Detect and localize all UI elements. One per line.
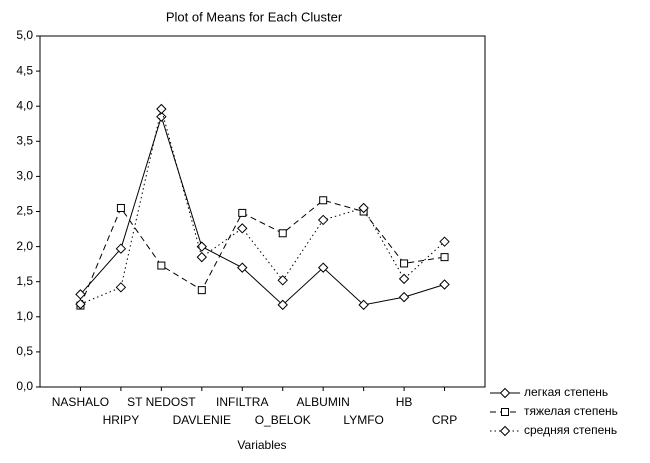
legend-label: тяжелая степень xyxy=(524,404,618,418)
marker xyxy=(440,253,449,262)
y-tick-label: 4,5 xyxy=(16,63,33,77)
marker xyxy=(115,243,127,254)
x-tick-label: DAVLENIE xyxy=(173,413,231,427)
marker xyxy=(238,208,247,217)
marker xyxy=(499,387,511,399)
x-tick-label: ALBUMIN xyxy=(297,395,350,409)
x-tick-label: ST NEDOST xyxy=(127,395,196,409)
marker xyxy=(501,408,509,416)
marker xyxy=(75,298,86,310)
chart-title: Plot of Means for Each Cluster xyxy=(166,9,343,24)
marker xyxy=(196,251,208,263)
legend-label: средняя степень xyxy=(524,423,617,437)
marker xyxy=(197,286,206,295)
marker xyxy=(439,236,450,247)
marker xyxy=(115,282,127,293)
x-tick-label: LYMFO xyxy=(343,413,383,427)
marker xyxy=(196,241,208,252)
y-tick-label: 4,0 xyxy=(16,98,33,112)
marker xyxy=(277,299,288,311)
y-tick-label: 2,0 xyxy=(16,239,33,253)
y-tick-label: 0,0 xyxy=(16,379,33,393)
marker xyxy=(278,229,287,238)
y-tick-label: 5,0 xyxy=(16,28,33,42)
x-axis-label: Variables xyxy=(237,438,286,452)
marker xyxy=(358,299,369,311)
marker xyxy=(237,223,248,234)
series-line xyxy=(80,115,445,306)
marker xyxy=(319,196,328,205)
series-line xyxy=(80,108,445,305)
legend-label: легкая степень xyxy=(524,385,608,399)
marker xyxy=(156,103,167,115)
marker xyxy=(75,289,86,300)
x-tick-label: HRIPY xyxy=(103,413,140,427)
marker xyxy=(116,203,125,212)
y-tick-label: 1,0 xyxy=(16,309,33,323)
y-tick-label: 1,5 xyxy=(16,274,33,288)
x-tick-label: CRP xyxy=(432,413,457,427)
marker xyxy=(439,279,450,290)
series-line xyxy=(79,199,445,306)
y-tick-label: 0,5 xyxy=(16,344,33,358)
marker xyxy=(400,259,409,268)
marker xyxy=(358,202,369,214)
marker xyxy=(237,262,248,273)
marker xyxy=(398,291,410,303)
marker xyxy=(499,425,511,437)
marker xyxy=(398,273,410,285)
y-tick-label: 3,0 xyxy=(16,169,33,183)
marker xyxy=(317,214,329,226)
y-tick-label: 2,5 xyxy=(16,204,33,218)
x-tick-label: O_BELOK xyxy=(255,413,311,427)
x-tick-label: INFILTRA xyxy=(216,395,268,409)
y-tick-label: 3,5 xyxy=(16,133,33,147)
marker xyxy=(157,261,166,270)
marker xyxy=(317,262,329,273)
x-tick-label: NASHALO xyxy=(52,395,109,409)
marker xyxy=(277,275,288,286)
x-tick-label: HB xyxy=(396,395,413,409)
